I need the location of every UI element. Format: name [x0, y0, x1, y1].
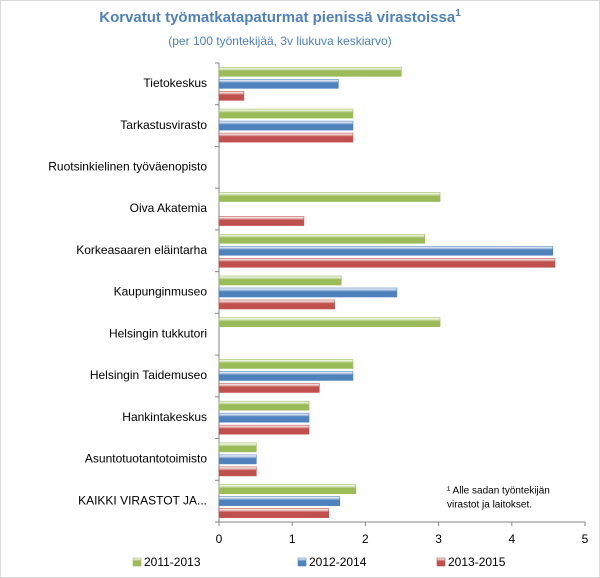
legend-marker: [436, 557, 446, 567]
y-tick-label: Oiva Akatemia: [130, 201, 208, 215]
bar: [218, 79, 339, 89]
chart-subtitle: (per 100 työntekijää, 3v liukuva keskiar…: [168, 34, 391, 48]
x-tick-label: 1: [289, 532, 296, 546]
legend-label: 2012-2014: [309, 555, 367, 569]
y-tick-label: Asuntotuotantotoimisto: [85, 452, 207, 466]
bar: [218, 412, 310, 423]
bar: [218, 192, 441, 202]
bar: [218, 233, 425, 244]
x-tick-label: 5: [582, 532, 589, 546]
bar: [218, 132, 354, 143]
y-tick-label: Helsingin Taidemuseo: [90, 368, 208, 382]
bar: [218, 484, 357, 494]
bar: [218, 442, 257, 453]
chart-title: Korvatut työmatkatapaturmat pienissä vir…: [99, 8, 461, 26]
footnote: ¹ Alle sadan työntekijän: [447, 486, 550, 497]
bar: [218, 466, 257, 477]
title-text: Korvatut työmatkatapaturmat pienissä vir…: [99, 9, 456, 26]
bar: [218, 383, 320, 393]
y-tick-label: KAIKKI VIRASTOT JA...: [78, 493, 207, 507]
y-tick-label: Tietokeskus: [143, 76, 207, 90]
bar: [218, 108, 354, 119]
y-tick-label: Helsingin tukkutori: [109, 326, 207, 340]
legend-marker: [297, 557, 307, 567]
bar: [218, 245, 554, 256]
bar: [218, 496, 341, 506]
x-tick-label: 2: [362, 532, 369, 546]
bar: [218, 359, 354, 369]
bar: [218, 257, 556, 268]
bar: [218, 400, 310, 411]
bar: [218, 275, 342, 286]
y-tick-label: Hankintakeskus: [122, 410, 207, 424]
bar: [218, 371, 354, 381]
bar: [218, 91, 245, 101]
bar: [218, 508, 330, 518]
bar: [218, 424, 310, 435]
bar: [218, 287, 398, 298]
y-tick-label: Korkeasaaren eläintarha: [76, 243, 207, 257]
bar: [218, 317, 441, 328]
bar: [218, 299, 335, 310]
bar: [218, 454, 257, 465]
y-tick-label: Tarkastusvirasto: [120, 118, 207, 132]
x-tick-label: 4: [508, 532, 515, 546]
bar: [218, 67, 402, 77]
bar: [218, 120, 354, 131]
y-tick-label: Kaupunginmuseo: [114, 285, 208, 299]
legend-label: 2013-2015: [448, 555, 506, 569]
title-marker: 1: [455, 8, 461, 19]
x-tick-label: 3: [435, 532, 442, 546]
x-tick-label: 0: [216, 532, 223, 546]
y-tick-label: Ruotsinkielinen työväenopisto: [48, 159, 207, 173]
footnote: virastot ja laitokset.: [447, 500, 532, 511]
legend-marker: [132, 557, 142, 567]
legend-label: 2011-2013: [144, 555, 201, 569]
bar: [218, 216, 305, 226]
